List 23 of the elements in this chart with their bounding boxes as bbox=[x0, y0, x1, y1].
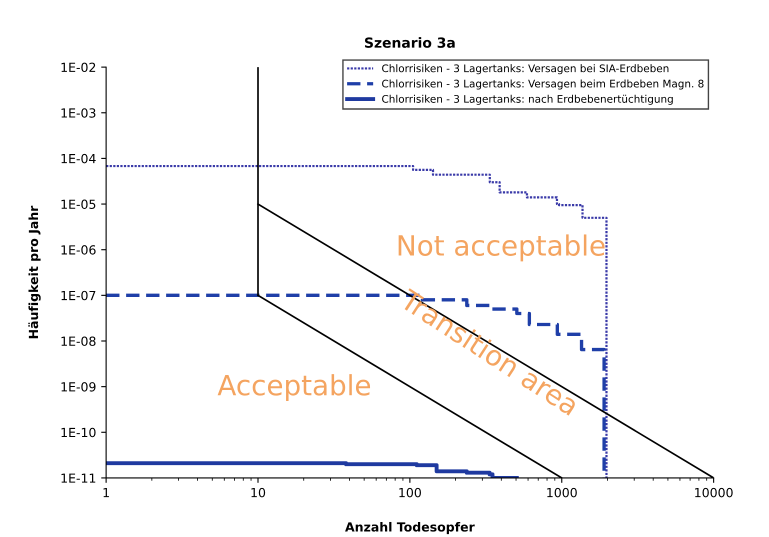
x-axis-title: Anzahl Todesopfer bbox=[345, 522, 475, 534]
y-tick-label: 1E-09 bbox=[62, 382, 96, 392]
y-tick-label: 1E-11 bbox=[62, 474, 96, 483]
x-tick-label: 10000 bbox=[695, 488, 733, 498]
y-axis-title: Häufigkeit pro Jahr bbox=[28, 206, 41, 338]
x-tick-label: 1000 bbox=[547, 488, 577, 498]
y-tick-label: 1E-06 bbox=[62, 245, 96, 255]
y-tick-label: 1E-05 bbox=[62, 200, 96, 209]
legend-label: Chlorrisiken - 3 Lagertanks: nach Erdbebenertüchtigung bbox=[382, 94, 673, 105]
y-tick-label: 1E-03 bbox=[62, 108, 96, 118]
annotation: Acceptable bbox=[218, 374, 370, 401]
y-tick-label: 1E-04 bbox=[62, 154, 96, 164]
x-tick-label: 100 bbox=[399, 488, 421, 498]
y-tick-label: 1E-10 bbox=[62, 428, 96, 438]
chart-title: Szenario 3a bbox=[364, 37, 455, 48]
legend-label: Chlorrisiken - 3 Lagertanks: Versagen beim Erdbeben Magn. 8 bbox=[382, 79, 704, 90]
y-tick-label: 1E-08 bbox=[62, 336, 96, 346]
y-tick-label: 1E-07 bbox=[62, 290, 96, 300]
legend-label: Chlorrisiken - 3 Lagertanks: Versagen bei SIA-Erdbeben bbox=[382, 64, 668, 74]
annotation: Not acceptable bbox=[398, 234, 605, 262]
x-tick-label: 1 bbox=[104, 488, 109, 498]
y-tick-label: 1E-02 bbox=[62, 62, 96, 72]
x-tick-label: 10 bbox=[251, 488, 266, 498]
